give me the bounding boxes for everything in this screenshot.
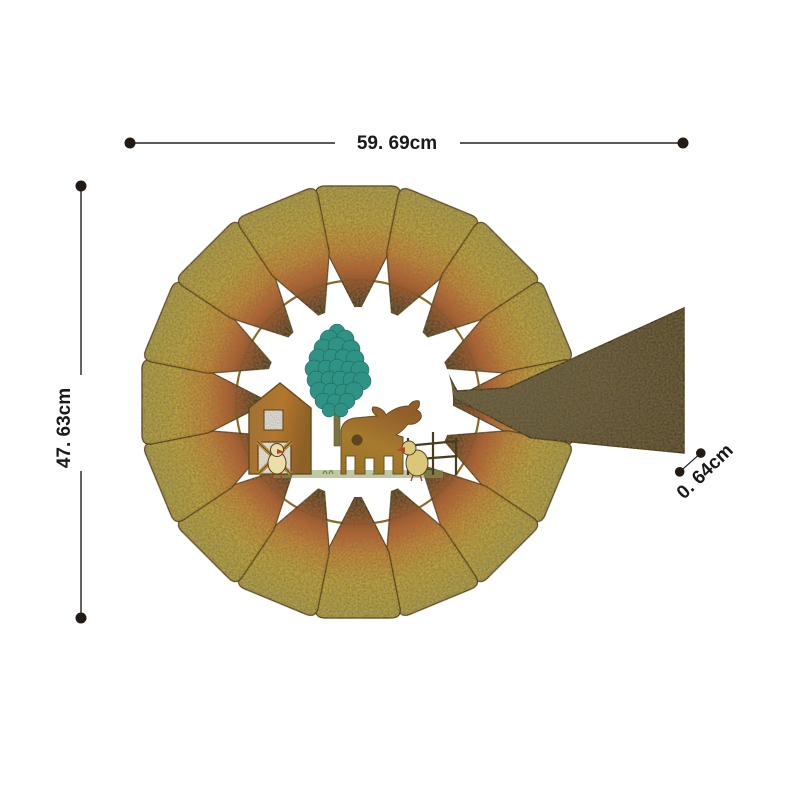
svg-text:59. 69cm: 59. 69cm	[357, 133, 437, 154]
svg-text:47. 63cm: 47. 63cm	[54, 388, 75, 468]
